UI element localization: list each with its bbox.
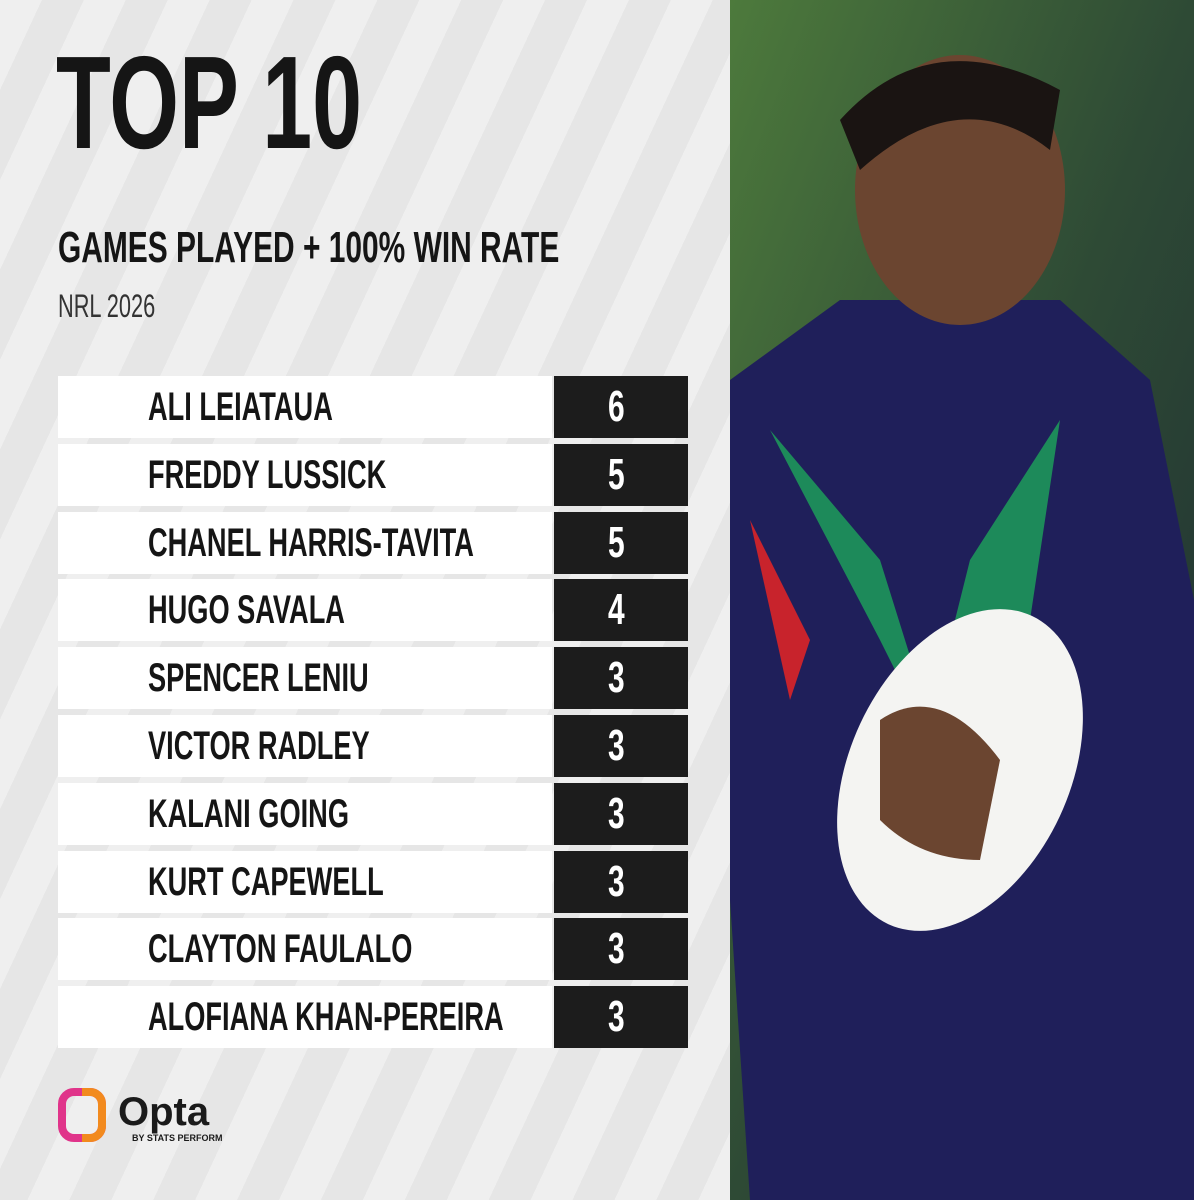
player-photo <box>730 0 1194 1200</box>
player-name: ALI LEIATAUA <box>148 385 333 429</box>
games-value: 6 <box>608 382 625 431</box>
value-cell: 3 <box>554 986 688 1049</box>
value-cell: 3 <box>554 647 688 710</box>
value-cell: 5 <box>554 511 688 574</box>
value-cell: 3 <box>554 782 688 845</box>
opta-logo-icon <box>58 1088 106 1142</box>
table-row: SPENCER LENIU 3 <box>58 647 688 710</box>
table-row: ALI LEIATAUA 6 <box>58 376 688 438</box>
table-row: CLAYTON FAULALO 3 <box>58 918 688 981</box>
player-name: VICTOR RADLEY <box>148 724 370 768</box>
tagline: BY STATS PERFORM <box>132 1133 223 1143</box>
value-cell: 3 <box>554 850 688 913</box>
table-row: VICTOR RADLEY 3 <box>58 715 688 777</box>
player-name: CHANEL HARRIS-TAVITA <box>148 520 474 565</box>
player-name: KALANI GOING <box>148 791 349 836</box>
player-name: KURT CAPEWELL <box>148 859 384 904</box>
name-cell: FREDDY LUSSICK <box>58 443 552 506</box>
name-cell: SPENCER LENIU <box>58 647 552 710</box>
games-value: 3 <box>608 856 625 906</box>
table-row: KURT CAPEWELL 3 <box>58 850 688 913</box>
player-name: ALOFIANA KHAN-PEREIRA <box>148 995 504 1040</box>
games-value: 5 <box>608 517 625 567</box>
table-row: FREDDY LUSSICK 5 <box>58 443 688 506</box>
season: NRL 2026 <box>58 288 156 324</box>
player-name: FREDDY LUSSICK <box>148 452 387 497</box>
name-cell: ALOFIANA KHAN-PEREIRA <box>58 986 552 1049</box>
name-cell: CLAYTON FAULALO <box>58 918 552 981</box>
name-cell: KURT CAPEWELL <box>58 850 552 913</box>
value-cell: 6 <box>554 376 688 438</box>
table-row: KALANI GOING 3 <box>58 782 688 845</box>
table-row: HUGO SAVALA 4 <box>58 579 688 642</box>
value-cell: 3 <box>554 918 688 981</box>
games-value: 3 <box>608 653 625 703</box>
name-cell: VICTOR RADLEY <box>58 715 552 777</box>
value-cell: 5 <box>554 443 688 506</box>
player-name: CLAYTON FAULALO <box>148 927 413 972</box>
name-cell: KALANI GOING <box>58 782 552 845</box>
value-cell: 3 <box>554 715 688 777</box>
games-value: 3 <box>608 721 625 770</box>
games-value: 3 <box>608 788 625 838</box>
title: TOP 10 <box>56 29 363 176</box>
player-name: SPENCER LENIU <box>148 656 369 701</box>
player-name: HUGO SAVALA <box>148 588 345 633</box>
games-value: 3 <box>608 992 625 1042</box>
table-row: CHANEL HARRIS-TAVITA 5 <box>58 511 688 574</box>
games-value: 4 <box>608 585 625 635</box>
brand: Opta <box>118 1090 210 1134</box>
name-cell: CHANEL HARRIS-TAVITA <box>58 511 552 574</box>
table-row: ALOFIANA KHAN-PEREIRA 3 <box>58 986 688 1049</box>
games-value: 3 <box>608 924 625 974</box>
value-cell: 4 <box>554 579 688 642</box>
games-value: 5 <box>608 449 625 499</box>
subtitle: GAMES PLAYED + 100% WIN RATE <box>58 223 560 272</box>
name-cell: HUGO SAVALA <box>58 579 552 642</box>
name-cell: ALI LEIATAUA <box>58 376 552 438</box>
